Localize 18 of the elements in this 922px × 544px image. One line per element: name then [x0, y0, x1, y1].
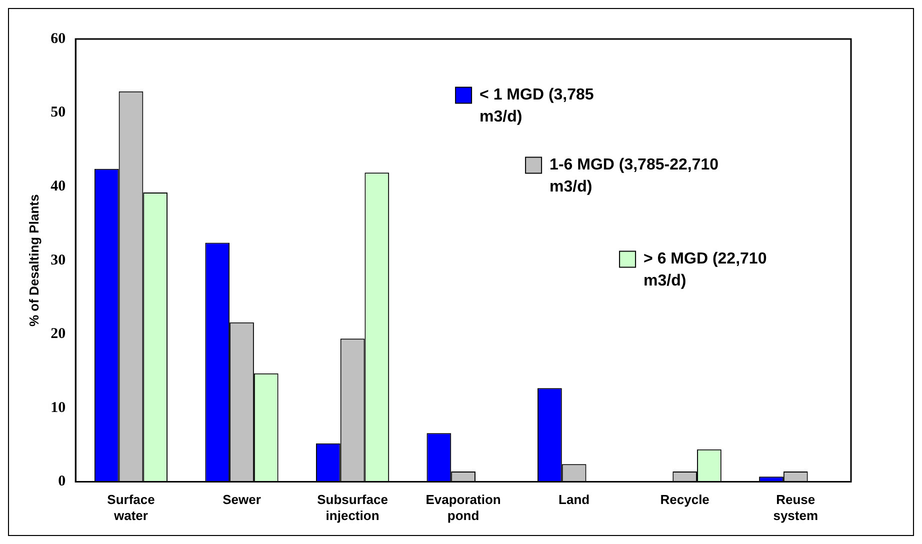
y-tick-label: 20 — [50, 326, 66, 342]
y-tick-label: 0 — [58, 474, 66, 490]
legend-label: > 6 MGD (22,710 m3/d) — [644, 250, 767, 290]
x-tick-label: Reuse system — [773, 492, 818, 523]
x-tick-label: Surface water — [107, 492, 155, 523]
x-tick-label: Recycle — [660, 492, 710, 508]
y-tick-label: 60 — [50, 30, 66, 47]
y-tick-label: 40 — [50, 178, 66, 194]
y-tick-label: 30 — [50, 252, 66, 268]
x-tick-label: Sewer — [222, 492, 261, 508]
legend-label: < 1 MGD (3,785 m3/d) — [480, 86, 594, 126]
x-tick-label: Evaporation pond — [426, 492, 501, 523]
y-tick-label: 50 — [50, 104, 66, 121]
x-tick-label: Land — [558, 492, 590, 508]
x-tick-label: Subsurface injection — [317, 492, 388, 523]
y-axis-title: % of Desalting Plants — [26, 194, 42, 326]
y-tick-label: 10 — [50, 400, 66, 416]
legend-label: 1-6 MGD (3,785-22,710 m3/d) — [550, 156, 719, 196]
